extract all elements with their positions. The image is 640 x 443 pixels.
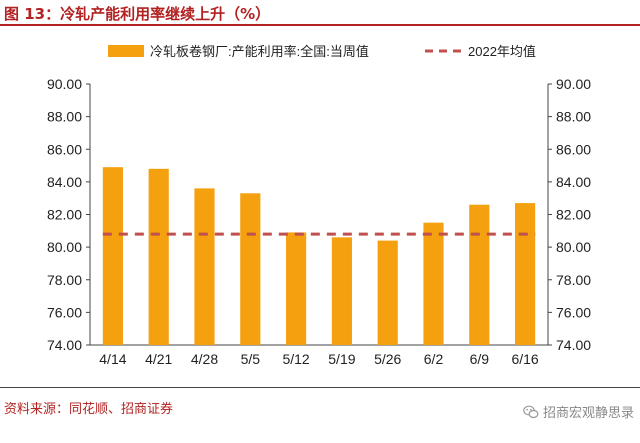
- y-tick-label-left: 88.00: [47, 109, 82, 125]
- y-tick-label-right: 76.00: [556, 304, 591, 320]
- legend: 冷轧板卷钢厂:产能利用率:全国:当周值 2022年均值: [108, 44, 536, 59]
- title-rule: [0, 24, 640, 26]
- figure-title: 图 13：冷轧产能利用率继续上升（%）: [4, 5, 271, 23]
- bar-6-16: [515, 203, 536, 345]
- y-tick-label-left: 76.00: [47, 304, 82, 320]
- bar-4-21: [148, 168, 169, 345]
- y-tick-label-right: 90.00: [556, 76, 591, 92]
- bar-5-26: [377, 240, 398, 345]
- y-tick-label-right: 80.00: [556, 239, 591, 255]
- bar-5-19: [331, 237, 352, 345]
- bar-6-9: [469, 204, 490, 345]
- y-tick-label-right: 88.00: [556, 109, 591, 125]
- y-tick-label-left: 84.00: [47, 174, 82, 190]
- y-tick-label-right: 82.00: [556, 207, 591, 223]
- x-tick-labels: 4/14 4/21 4/28 5/5 5/12 5/19 5/26 6/2 6/9 6/16: [99, 351, 539, 367]
- bar-5-5: [240, 193, 261, 345]
- bar-6-2: [423, 222, 444, 345]
- x-tick-label: 4/14: [99, 351, 126, 367]
- y-tick-label-left: 74.00: [47, 337, 82, 353]
- x-tick-label: 5/5: [241, 351, 261, 367]
- x-tick-label: 4/28: [191, 351, 218, 367]
- x-tick-label: 5/12: [282, 351, 309, 367]
- y-tick-label-right: 84.00: [556, 174, 591, 190]
- wechat-icon: [523, 405, 539, 418]
- bar-5-12: [286, 232, 307, 345]
- x-tick-label: 4/21: [145, 351, 172, 367]
- x-tick-label: 5/19: [328, 351, 355, 367]
- x-tick-label: 6/16: [511, 351, 538, 367]
- footer-rule: [0, 387, 640, 388]
- watermark-text: 招商宏观静思录: [542, 406, 634, 421]
- x-tick-label: 6/2: [424, 351, 444, 367]
- bar-4-28: [194, 188, 215, 345]
- bar-4-14: [102, 167, 123, 345]
- x-tick-label: 5/26: [374, 351, 401, 367]
- y-tick-label-left: 86.00: [47, 141, 82, 157]
- watermark: 招商宏观静思录: [523, 402, 634, 421]
- y-tick-label-right: 78.00: [556, 272, 591, 288]
- y-tick-label-right: 86.00: [556, 141, 591, 157]
- y-tick-label-left: 78.00: [47, 272, 82, 288]
- y-tick-label-left: 80.00: [47, 239, 82, 255]
- y-tick-label-left: 82.00: [47, 207, 82, 223]
- x-tick-label: 6/9: [470, 351, 490, 367]
- legend-line-label: 2022年均值: [468, 44, 536, 59]
- axes: 74.00 74.00 76.00 76.00 78.00 78.00 80.00 80.00…: [47, 76, 591, 353]
- bars: [102, 167, 536, 345]
- legend-bar-swatch: [108, 45, 144, 57]
- y-tick-label-right: 74.00: [556, 337, 591, 353]
- y-tick-label-left: 90.00: [47, 76, 82, 92]
- legend-bar-label: 冷轧板卷钢厂:产能利用率:全国:当周值: [150, 44, 369, 59]
- source-note: 资料来源：同花顺、招商证券: [4, 402, 174, 417]
